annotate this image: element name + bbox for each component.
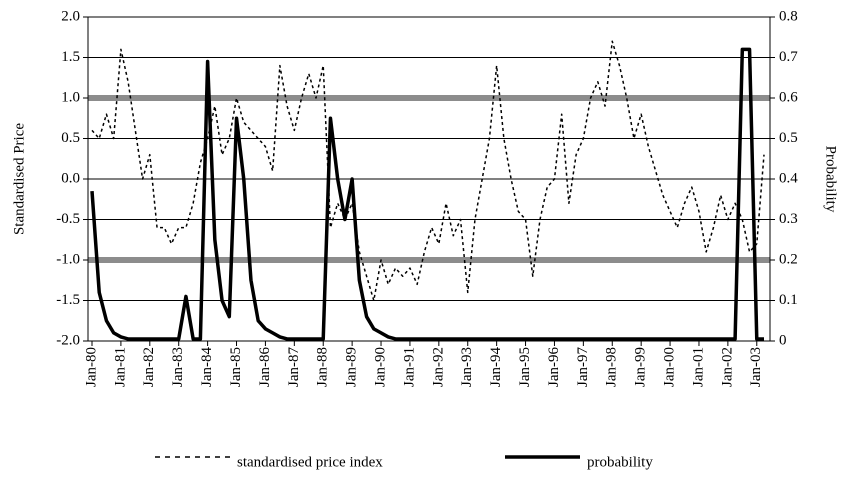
- y-tick-label: 0.5: [61, 130, 80, 146]
- y-tick-label: 0.0: [61, 170, 80, 186]
- plot-frame: [87, 16, 771, 342]
- x-tick-label: Jan-02: [719, 347, 735, 387]
- x-tick-label: Jan-95: [517, 347, 533, 387]
- x-tick-label: Jan-92: [430, 347, 446, 387]
- series-line: [90, 47, 764, 341]
- x-tick-label: Jan-91: [401, 347, 417, 387]
- y-tick-label: -1.5: [56, 292, 80, 308]
- y-tick-label: -2.0: [56, 332, 80, 348]
- y-tick-label: -1.0: [56, 251, 80, 267]
- x-tick-label: Jan-88: [315, 347, 331, 387]
- y2-tick-label: 0.3: [779, 211, 798, 227]
- x-tick-label: Jan-03: [748, 347, 764, 387]
- y2-tick-label: 0.2: [779, 251, 798, 267]
- y2-tick-label: 0: [779, 332, 787, 348]
- x-tick-label: Jan-82: [141, 347, 157, 387]
- y-tick-label: 2.0: [61, 8, 80, 24]
- x-tick-label: Jan-93: [459, 347, 475, 387]
- x-tick-label: Jan-94: [488, 347, 504, 387]
- y-axis-title: Standardised Price: [11, 123, 27, 235]
- x-tick-label: Jan-00: [662, 347, 678, 387]
- x-tick-label: Jan-87: [286, 347, 302, 387]
- y-tick-label: 1.0: [61, 89, 80, 105]
- y2-tick-label: 0.8: [779, 8, 798, 24]
- x-tick-label: Jan-80: [83, 347, 99, 387]
- legend-label: probability: [587, 454, 653, 470]
- y2-tick-label: 0.5: [779, 130, 798, 146]
- y-tick-label: 1.5: [61, 49, 80, 65]
- y2-tick-label: 0.6: [779, 89, 798, 105]
- y2-tick-label: 0.1: [779, 292, 798, 308]
- x-tick-label: Jan-01: [690, 347, 706, 387]
- y-tick-label: -0.5: [56, 211, 80, 227]
- x-tick-label: Jan-97: [575, 347, 591, 387]
- y2-tick-label: 0.7: [779, 49, 798, 65]
- x-tick-label: Jan-86: [257, 347, 273, 387]
- x-tick-label: Jan-98: [604, 347, 620, 387]
- x-tick-label: Jan-99: [633, 347, 649, 387]
- x-tick-label: Jan-83: [170, 347, 186, 387]
- x-tick-label: Jan-89: [344, 347, 360, 387]
- y2-tick-label: 0.4: [779, 170, 798, 186]
- x-tick-label: Jan-81: [112, 347, 128, 387]
- x-tick-label: Jan-90: [372, 347, 388, 387]
- x-tick-label: Jan-84: [199, 347, 215, 387]
- y2-axis-title: Probability: [823, 146, 839, 213]
- legend-label: standardised price index: [237, 454, 383, 470]
- x-tick-label: Jan-85: [228, 347, 244, 387]
- x-tick-label: Jan-96: [546, 347, 562, 387]
